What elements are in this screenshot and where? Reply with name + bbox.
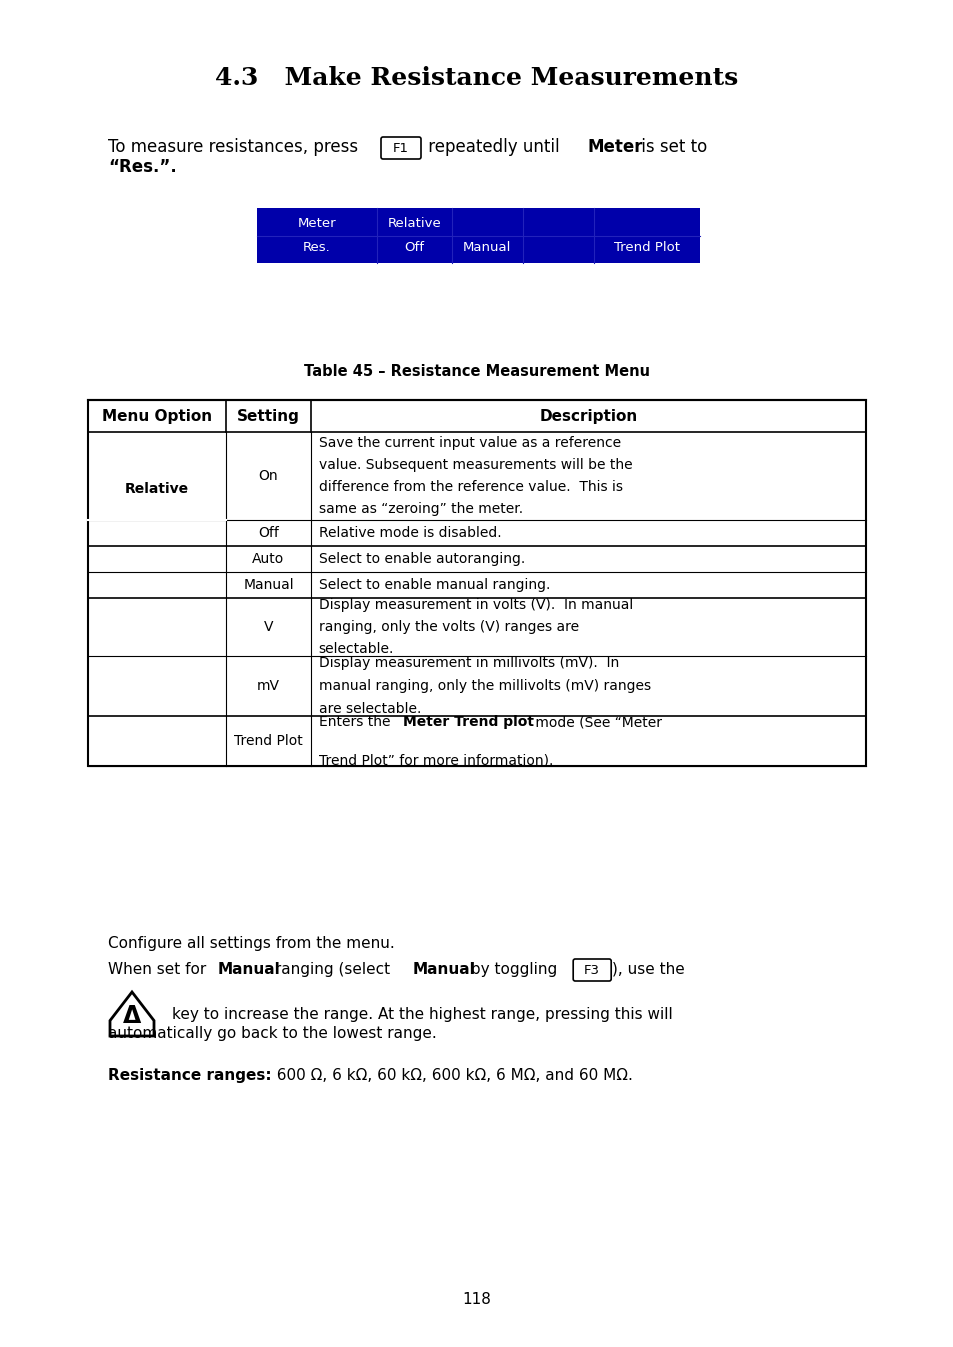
Text: Enters the: Enters the [318, 715, 394, 729]
Text: same as “zeroing” the meter.: same as “zeroing” the meter. [318, 502, 522, 516]
Text: Meter: Meter [297, 217, 335, 230]
Text: Trend Plot” for more information).: Trend Plot” for more information). [318, 753, 553, 766]
Text: are selectable.: are selectable. [318, 702, 420, 715]
Text: ranging, only the volts (V) ranges are: ranging, only the volts (V) ranges are [318, 620, 578, 634]
Text: On: On [258, 469, 278, 484]
Text: F1: F1 [393, 141, 409, 155]
Text: Display measurement in volts (V).  In manual: Display measurement in volts (V). In man… [318, 598, 632, 612]
Text: Configure all settings from the menu.: Configure all settings from the menu. [108, 936, 395, 951]
Text: mode (See “Meter: mode (See “Meter [530, 715, 661, 729]
Text: Meter Trend plot: Meter Trend plot [402, 715, 533, 729]
Text: Resistance ranges:: Resistance ranges: [108, 1068, 272, 1083]
Text: Res.: Res. [303, 241, 331, 255]
Text: Off: Off [258, 525, 278, 540]
Text: difference from the reference value.  This is: difference from the reference value. Thi… [318, 480, 622, 494]
Text: Manual: Manual [217, 962, 279, 977]
Text: Setting: Setting [236, 408, 299, 423]
Text: Manual: Manual [413, 962, 476, 977]
Text: Description: Description [538, 408, 637, 423]
Text: is set to: is set to [636, 137, 706, 156]
Text: Relative mode is disabled.: Relative mode is disabled. [318, 525, 500, 540]
Text: automatically go back to the lowest range.: automatically go back to the lowest rang… [108, 1026, 436, 1041]
Text: Trend Plot: Trend Plot [233, 734, 302, 748]
Text: Relative: Relative [387, 217, 440, 230]
Text: When set for: When set for [108, 962, 211, 977]
Text: F3: F3 [583, 963, 599, 977]
Bar [256, 207, 700, 263]
Text: Auto: Auto [253, 552, 284, 566]
FancyBboxPatch shape [573, 959, 611, 981]
Text: Select to enable autoranging.: Select to enable autoranging. [318, 552, 524, 566]
Text: Table 45 – Resistance Measurement Menu: Table 45 – Resistance Measurement Menu [304, 365, 649, 380]
Polygon shape [110, 991, 153, 1036]
Bar [88, 400, 865, 766]
Bar [88, 400, 865, 432]
Text: V: V [263, 620, 273, 634]
Text: Display measurement in millivolts (mV).  In: Display measurement in millivolts (mV). … [318, 656, 618, 671]
Text: Select to enable manual ranging.: Select to enable manual ranging. [318, 578, 549, 591]
Text: Meter: Meter [587, 137, 643, 156]
Text: 4.3   Make Resistance Measurements: 4.3 Make Resistance Measurements [215, 66, 738, 90]
Text: by toggling: by toggling [465, 962, 561, 977]
Text: Manual: Manual [243, 578, 294, 591]
Text: mV: mV [256, 679, 279, 692]
Text: value. Subsequent measurements will be the: value. Subsequent measurements will be t… [318, 458, 632, 471]
Text: repeatedly until: repeatedly until [422, 137, 564, 156]
Text: Off: Off [404, 241, 424, 255]
Text: key to increase the range. At the highest range, pressing this will: key to increase the range. At the highes… [172, 1006, 672, 1021]
Text: ), use the: ), use the [612, 962, 684, 977]
Text: manual ranging, only the millivolts (mV) ranges: manual ranging, only the millivolts (mV)… [318, 679, 650, 692]
Text: Δ: Δ [123, 1005, 141, 1028]
Text: Relative: Relative [125, 482, 189, 496]
FancyBboxPatch shape [380, 137, 420, 159]
Text: “Res.”.: “Res.”. [108, 158, 176, 176]
Text: Trend Plot: Trend Plot [613, 241, 679, 255]
Text: Menu Option: Menu Option [102, 408, 213, 423]
Text: selectable.: selectable. [318, 643, 394, 656]
Text: 118: 118 [462, 1293, 491, 1308]
Text: ranging (select: ranging (select [270, 962, 395, 977]
Text: 600 Ω, 6 kΩ, 60 kΩ, 600 kΩ, 6 MΩ, and 60 MΩ.: 600 Ω, 6 kΩ, 60 kΩ, 600 kΩ, 6 MΩ, and 60… [267, 1068, 632, 1083]
Text: Manual: Manual [463, 241, 511, 255]
Text: To measure resistances, press: To measure resistances, press [108, 137, 363, 156]
Text: Save the current input value as a reference: Save the current input value as a refere… [318, 435, 620, 450]
